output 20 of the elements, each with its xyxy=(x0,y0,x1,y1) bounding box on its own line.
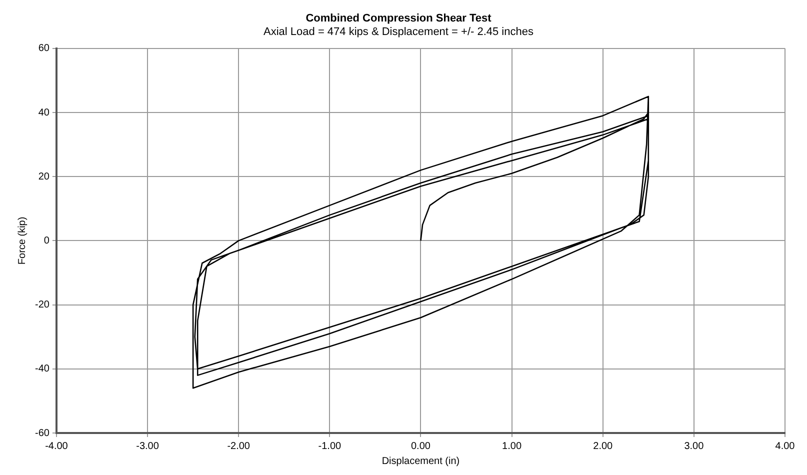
x-tick-label: 0.00 xyxy=(410,440,431,452)
x-tick-label: -3.00 xyxy=(136,440,160,452)
y-axis-title: Force (kip) xyxy=(16,216,28,265)
chart-title: Combined Compression Shear Test xyxy=(306,12,492,25)
x-tick-label: 1.00 xyxy=(502,440,522,452)
x-tick-label: 3.00 xyxy=(684,440,704,452)
chart-subtitle: Axial Load = 474 kips & Displacement = +/- 2.45 inches xyxy=(264,26,534,38)
x-tick-label: -2.00 xyxy=(227,440,250,452)
x-tick-label: -4.00 xyxy=(45,440,68,452)
y-tick-label: 40 xyxy=(38,107,50,118)
y-tick-label: 20 xyxy=(38,171,50,182)
y-tick-label: -60 xyxy=(35,428,50,439)
x-tick-label: 4.00 xyxy=(775,440,796,452)
y-tick-label: 0 xyxy=(44,235,50,246)
y-tick-label: -40 xyxy=(35,364,50,375)
x-axis-title: Displacement (in) xyxy=(382,456,460,467)
y-tick-label: -20 xyxy=(35,300,50,311)
x-tick-label: -1.00 xyxy=(318,440,342,452)
y-tick-label: 60 xyxy=(38,43,50,54)
x-tick-label: 2.00 xyxy=(593,440,614,452)
